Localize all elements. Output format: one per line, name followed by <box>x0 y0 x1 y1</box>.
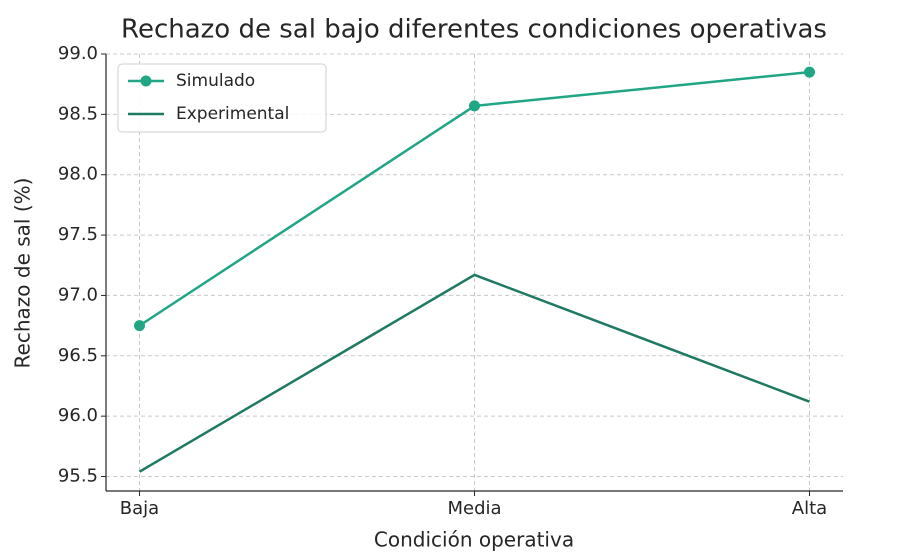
y-tick-label: 99.0 <box>58 43 98 64</box>
x-tick-label: Baja <box>120 498 159 519</box>
y-tick-label: 96.0 <box>58 405 98 426</box>
y-tick-label: 96.5 <box>58 345 98 366</box>
plot-area <box>134 66 815 473</box>
chart-title: Rechazo de sal bajo diferentes condicion… <box>121 15 827 45</box>
x-tick-label: Alta <box>792 498 827 519</box>
legend: Simulado Experimental <box>117 63 327 133</box>
series-marker <box>469 100 480 112</box>
series-line <box>138 273 810 473</box>
series-marker <box>804 66 815 78</box>
y-axis-label: Rechazo de sal (%) <box>11 178 35 369</box>
y-tick-label: 98.0 <box>58 164 98 185</box>
series-marker <box>134 320 145 332</box>
legend-marker <box>140 75 152 87</box>
y-tick-label: 98.5 <box>58 103 98 124</box>
y-tick-label: 97.0 <box>58 284 98 305</box>
legend-label: Simulado <box>176 71 255 91</box>
legend-label: Experimental <box>176 104 289 124</box>
y-tick-label: 97.5 <box>58 224 98 245</box>
x-tick-label: Media <box>447 498 501 519</box>
y-tick-label: 95.5 <box>58 466 98 487</box>
legend-box <box>117 63 327 133</box>
x-axis-label: Condición operativa <box>374 528 574 552</box>
